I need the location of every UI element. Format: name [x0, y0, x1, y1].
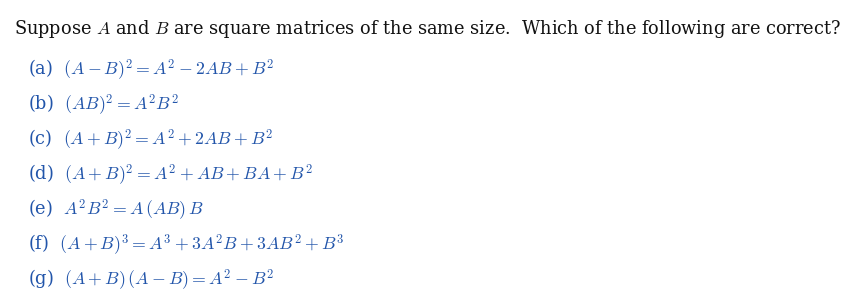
Text: (d)  $(A + B)^2 = A^2 + AB + BA + B^2$: (d) $(A + B)^2 = A^2 + AB + BA + B^2$	[28, 163, 313, 188]
Text: (c)  $(A + B)^2 = A^2 + 2AB + B^2$: (c) $(A + B)^2 = A^2 + 2AB + B^2$	[28, 128, 274, 153]
Text: (a)  $(A - B)^2 = A^2 - 2AB + B^2$: (a) $(A - B)^2 = A^2 - 2AB + B^2$	[28, 58, 274, 83]
Text: (g)  $(A + B)\,(A - B) = A^2 - B^2$: (g) $(A + B)\,(A - B) = A^2 - B^2$	[28, 268, 274, 293]
Text: (f)  $(A + B)^3 = A^3 + 3A^2B + 3AB^2 + B^3$: (f) $(A + B)^3 = A^3 + 3A^2B + 3AB^2 + B…	[28, 233, 344, 258]
Text: (e)  $A^2B^2 = A\,(AB)\,B$: (e) $A^2B^2 = A\,(AB)\,B$	[28, 198, 204, 223]
Text: (b)  $(AB)^2 = A^2B^2$: (b) $(AB)^2 = A^2B^2$	[28, 93, 179, 118]
Text: Suppose $A$ and $B$ are square matrices of the same size.  Which of the followin: Suppose $A$ and $B$ are square matrices …	[14, 18, 841, 40]
